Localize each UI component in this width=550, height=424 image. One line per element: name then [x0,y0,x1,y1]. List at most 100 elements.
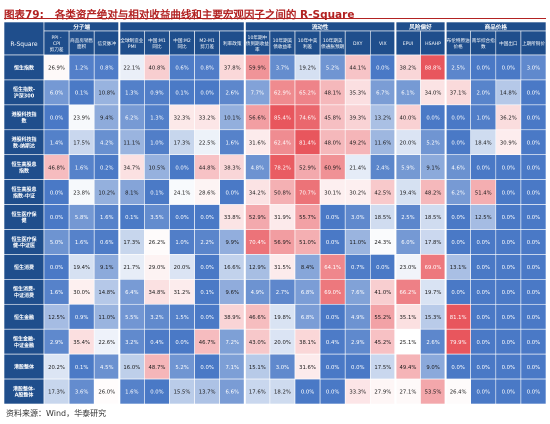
heatmap-cell-label: 37.1% [450,91,467,97]
heatmap-cell-label: 40.0% [400,116,417,122]
heatmap-cell-label: 74.6% [299,116,316,122]
heatmap-cell-label: 0.0% [200,315,213,321]
heatmap-cell [194,129,221,156]
heatmap-cell-label: 46.7% [199,340,216,346]
heatmap-cell-label: 1.0% [175,240,188,246]
row-header-label: 恒生医疗保健 [11,211,37,224]
column-header-label: 商品房销售面积 [70,37,93,50]
column-header-cell [244,30,271,56]
heatmap-cell [119,204,145,230]
heatmap-cell-label: 3.0% [527,66,540,72]
row-header-label: 恒生金融-中证金融 [13,335,35,348]
row-header-cell [3,303,45,330]
heatmap-cell [319,79,346,106]
heatmap-cell-label: 44.8% [199,165,216,171]
heatmap-cell-label: 2.5% [451,66,464,72]
heatmap-cell-label: 9.1% [100,265,113,271]
heatmap-cell-label: 2.9% [351,340,364,346]
heatmap-cell-label: 65.2% [299,91,316,97]
heatmap-cell [420,279,446,305]
heatmap-cell [319,204,346,230]
heatmap-cell-label: 39.3% [349,116,366,122]
row-header-label: 恒生金融 [14,314,34,321]
heatmap-cell [294,229,321,255]
heatmap-cell-label: 1.6% [226,140,239,146]
figure-number: 图表79: [4,9,44,21]
heatmap-cell-label: 1.6% [125,390,138,396]
heatmap-cell-label: 49.2% [349,140,366,146]
heatmap-cell-label: 66.2% [400,290,417,296]
heatmap-cell-label: 51.0% [299,240,316,246]
heatmap-cell [219,353,246,380]
heatmap-cell-label: 62.4% [274,140,291,146]
heatmap-cell-label: 4.9% [351,315,364,321]
heatmap-cell [194,229,221,255]
heatmap-cell [194,154,221,180]
heatmap-cell-label: 48.1% [324,91,341,97]
heatmap-cell-label: 5.2% [175,365,188,371]
heatmap-cell [294,254,321,280]
heatmap-cell-label: 10.1% [224,116,241,122]
heatmap-cell-label: 0.1% [150,190,163,196]
heatmap-cell-label: 55.2% [374,315,391,321]
heatmap-cell-label: 15.3% [425,315,442,321]
heatmap-cell-label: 0.0% [502,390,515,396]
heatmap-cell-label: 5.0% [50,240,63,246]
heatmap-cell-label: 18.2% [274,390,291,396]
heatmap-cell [294,54,321,81]
column-header-label: 上期所铜价 [522,40,545,47]
heatmap-cell-label: 9.9% [226,240,239,246]
heatmap-cell-label: 34.2% [249,190,266,196]
heatmap-cell [119,54,145,81]
heatmap-cell-label: 0.0% [326,365,339,371]
heatmap-cell [495,328,522,355]
heatmap-cell-label: 3.0% [351,215,364,221]
heatmap-cell-label: 0.4% [150,340,163,346]
heatmap-cell-label: 18.5% [425,215,442,221]
heatmap-cell-label: 33.3% [349,390,366,396]
heatmap-cell-label: 56.9% [274,240,291,246]
heatmap-cell-label: 24.1% [174,190,191,196]
heatmap-cell-label: 0.0% [50,116,63,122]
heatmap-cell-label: 0.0% [502,240,515,246]
heatmap-cell-label: 2.6% [226,91,239,97]
heatmap-cell [68,229,95,255]
heatmap-cell-label: 48.0% [324,140,341,146]
heatmap-cell [470,303,497,330]
column-header-cell [395,30,421,56]
heatmap-cell-label: 6.2% [125,116,138,122]
heatmap-cell-label: 35.1% [400,315,417,321]
heatmap-cell [369,378,396,405]
heatmap-cell-label: 46.6% [249,315,266,321]
heatmap-cell-label: 26.0% [98,390,115,396]
heatmap-cell [470,229,497,255]
heatmap-cell [495,179,522,205]
heatmap-cell-label: 0.0% [50,190,63,196]
row-header-label: 恒生高股息指数 [11,161,36,174]
heatmap-cell [219,303,246,330]
heatmap-cell-label: 6.7% [376,91,389,97]
heatmap-cell-label: 0.4% [326,340,339,346]
heatmap-cell-label: 30.2% [349,190,366,196]
heatmap-cell [369,229,396,255]
heatmap-cell [445,179,472,205]
heatmap-cell-label: 9.6% [226,290,239,296]
heatmap-cell-label: 1.6% [75,240,88,246]
heatmap-cell [119,254,145,280]
heatmap-cell [144,129,170,156]
column-header-cell [68,30,95,56]
heatmap-cell-label: 17.3% [174,140,191,146]
heatmap-cell-label: 0.6% [100,240,113,246]
heatmap-cell [319,229,346,255]
heatmap-cell-label: 6.8% [301,315,314,321]
heatmap-cell-label: 17.3% [48,390,65,396]
column-header-label: VIX [379,41,387,47]
heatmap-cell-label: 21.7% [123,265,140,271]
heatmap-cell [395,154,421,180]
heatmap-cell-label: 79.9% [450,340,467,346]
heatmap-cell-label: 0.0% [175,340,188,346]
heatmap-cell-label: 0.0% [477,165,490,171]
heatmap-cell [194,303,221,330]
heatmap-cell-label: 21.4% [349,165,366,171]
heatmap-cell-label: 1.3% [150,116,163,122]
